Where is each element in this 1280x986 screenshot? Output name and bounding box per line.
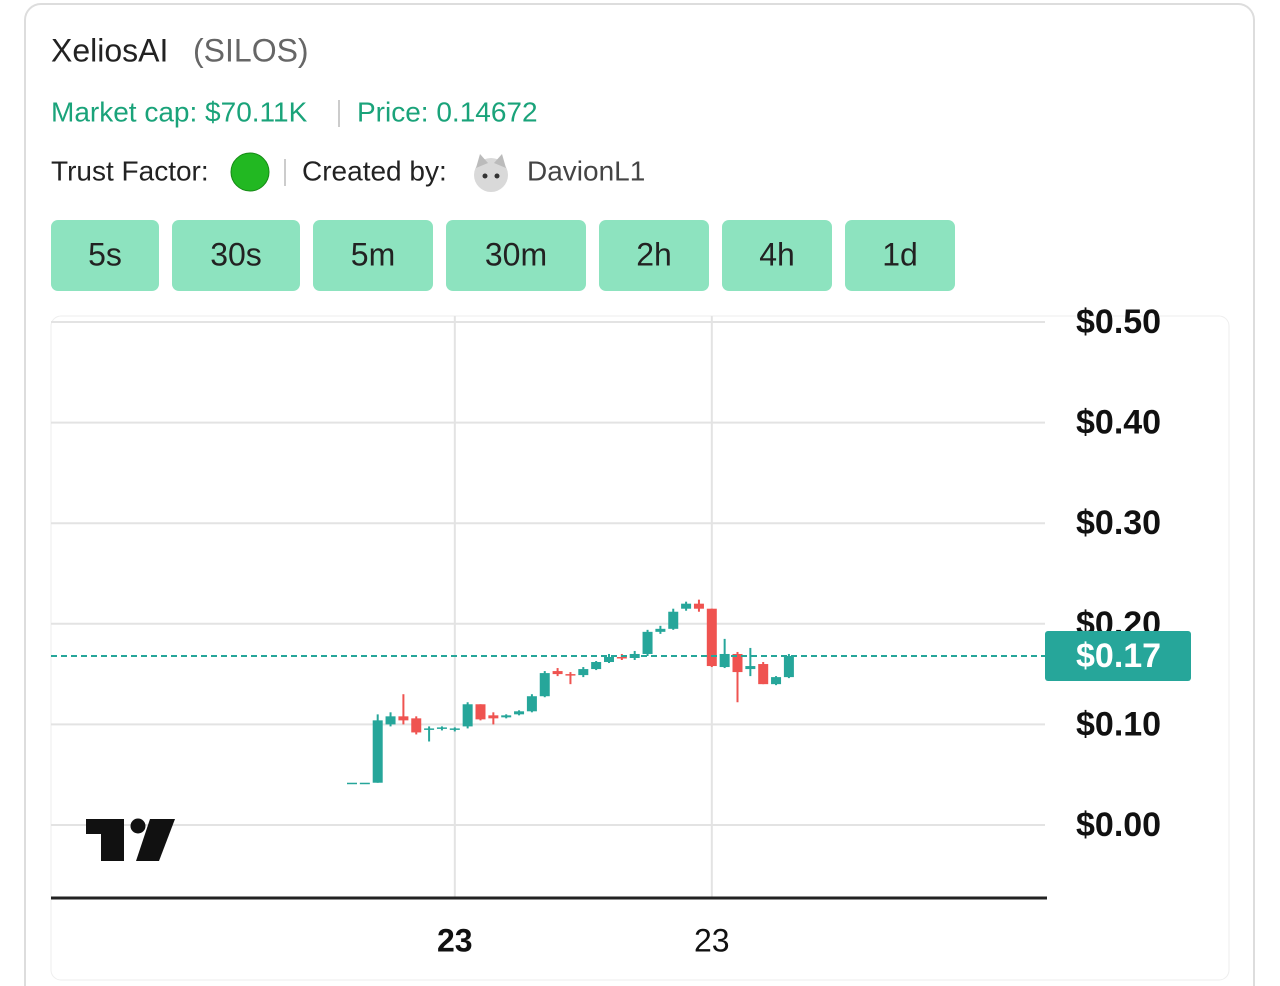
- last-price-badge: [1045, 630, 1191, 681]
- button-label[interactable]: 5m: [351, 236, 395, 272]
- candle-body: [449, 728, 460, 730]
- button-label[interactable]: 4h: [759, 236, 795, 272]
- candle-body: [539, 673, 550, 697]
- candle-body: [347, 782, 357, 785]
- button-bg[interactable]: [51, 220, 159, 291]
- candle-body: [616, 656, 627, 659]
- creator-avatar: [474, 154, 508, 192]
- button-label[interactable]: 30s: [210, 236, 262, 272]
- button-bg[interactable]: [446, 220, 586, 291]
- creator[interactable]: DavionL1: [527, 155, 645, 186]
- candle-body: [514, 711, 525, 715]
- y-tick-label: $0.10: [1076, 705, 1161, 743]
- trust-indicator: [230, 152, 270, 192]
- candle-body: [475, 704, 486, 720]
- candle-body: [552, 671, 563, 675]
- button-label[interactable]: 1d: [882, 236, 918, 272]
- candle-body: [372, 720, 383, 783]
- candle-body: [359, 782, 370, 785]
- candle-body: [771, 677, 782, 685]
- candle-body: [462, 704, 473, 727]
- candle-body: [706, 608, 717, 667]
- market-cap: Market cap: $70.11K: [51, 96, 308, 127]
- candle-body: [693, 603, 704, 609]
- chart-panel: [50, 315, 1230, 981]
- y-tick-label: $0.00: [1076, 806, 1161, 844]
- candle-body: [758, 664, 769, 685]
- title: XeliosAI: [51, 32, 168, 68]
- candle-body: [578, 669, 589, 676]
- candle-body: [398, 716, 409, 721]
- candle-body: [436, 727, 447, 729]
- candle-body: [681, 603, 692, 609]
- button-bg[interactable]: [313, 220, 433, 291]
- y-tick-label: $0.30: [1076, 504, 1161, 542]
- candle-body: [501, 715, 512, 718]
- last-price-label: $0.17: [1076, 637, 1161, 675]
- candle-body: [783, 655, 794, 678]
- candle-body: [668, 611, 679, 629]
- candle-body: [411, 718, 422, 733]
- candle-body: [642, 631, 653, 654]
- button-label[interactable]: 2h: [636, 236, 672, 272]
- interval-button[interactable]: 1d: [845, 220, 955, 291]
- candle-body: [655, 628, 666, 632]
- candle-body: [604, 656, 614, 663]
- candle-body: [488, 715, 499, 719]
- interval-button[interactable]: 5m: [313, 220, 433, 291]
- button-bg[interactable]: [599, 220, 709, 291]
- x-tick-label: 23: [694, 922, 730, 958]
- interval-button[interactable]: 30s: [172, 220, 300, 291]
- candle-body: [745, 666, 756, 670]
- button-label[interactable]: 5s: [88, 236, 122, 272]
- interval-button[interactable]: 2h: [599, 220, 709, 291]
- button-bg[interactable]: [172, 220, 300, 291]
- ticker: (SILOS): [193, 32, 309, 68]
- created-label: Created by:: [302, 155, 447, 186]
- button-bg[interactable]: [722, 220, 832, 291]
- interval-button[interactable]: 5s: [51, 220, 159, 291]
- trust-label: Trust Factor:: [51, 155, 209, 186]
- x-tick-label: 23: [437, 922, 473, 958]
- y-tick-label: $0.50: [1076, 303, 1161, 341]
- candle-body: [526, 696, 537, 712]
- candle-body: [719, 653, 730, 668]
- y-tick-label: $0.40: [1076, 404, 1161, 442]
- candle-body: [565, 674, 576, 676]
- price: Price: 0.14672: [357, 96, 538, 127]
- candle-body: [591, 662, 602, 670]
- candle-body: [424, 728, 435, 730]
- interval-button[interactable]: 4h: [722, 220, 832, 291]
- interval-button[interactable]: 30m: [446, 220, 586, 291]
- tradingview-logo: [86, 818, 175, 861]
- button-label[interactable]: 30m: [485, 236, 547, 272]
- candle-body: [385, 716, 396, 725]
- button-bg[interactable]: [845, 220, 955, 291]
- candle-body: [732, 653, 743, 673]
